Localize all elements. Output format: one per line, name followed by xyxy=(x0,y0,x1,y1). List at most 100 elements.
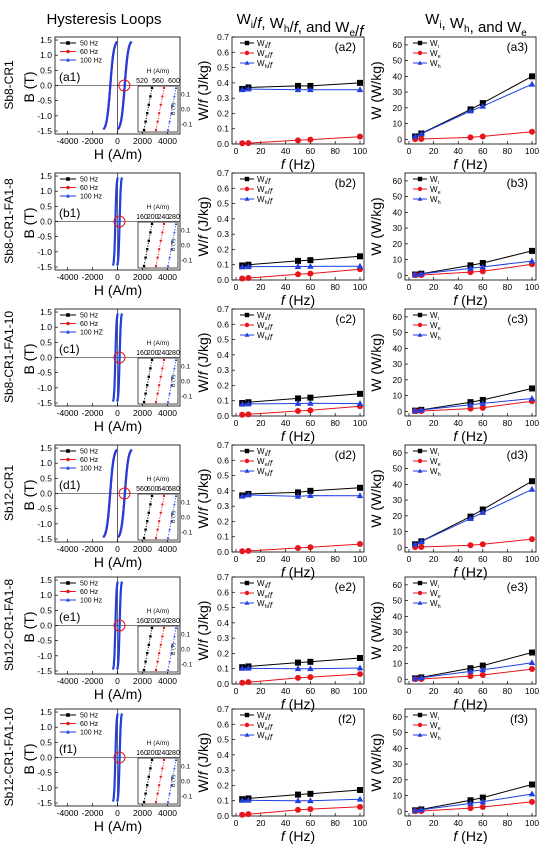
per-cycle-legend-label: We/f xyxy=(257,589,273,600)
inset-point xyxy=(146,520,149,523)
inset-point xyxy=(159,643,162,646)
power-ytick-label: 20 xyxy=(393,103,403,113)
per-cycle-ytick-label: 0.5 xyxy=(217,471,229,481)
per-cycle-point-we xyxy=(245,140,252,147)
power-frame xyxy=(404,708,537,817)
loop-ytick-label: -1.5 xyxy=(37,126,52,136)
power-xtick-label: 80 xyxy=(503,818,513,828)
power-xlabel: f (Hz) xyxy=(453,428,487,444)
row-2: Sb8-CR1-FA1-10-4000 -2000 0 2000 4000-1.5-1.… xyxy=(2,304,539,444)
power-legend-marker xyxy=(417,50,423,56)
loop-ytick-label: 1.0 xyxy=(40,590,52,600)
loop-ytick-label: 0.0 xyxy=(40,353,52,363)
header-hysteresis: Hysteresis Loops xyxy=(46,11,161,28)
inset-ytick-label: 0.1 xyxy=(181,764,190,771)
power-xtick-label: 20 xyxy=(429,418,439,428)
per-cycle-xtick-label: 20 xyxy=(256,146,266,156)
loop-xtick-label: 0 xyxy=(115,136,120,146)
loop-legend-marker xyxy=(66,57,70,62)
loop-ytick-label: -1.0 xyxy=(37,383,52,393)
per-cycle-ytick-label: 0.2 xyxy=(217,780,229,790)
power-legend-label: We xyxy=(430,721,441,732)
per-cycle-legend-marker xyxy=(244,590,250,596)
loop-ytick-label: 1.5 xyxy=(40,575,52,585)
inset-xtick-label: 680 xyxy=(168,486,180,493)
per-cycle-xtick-label: 80 xyxy=(330,146,340,156)
power-xlabel: f (Hz) xyxy=(453,828,487,844)
loop-xtick-label: 4000 xyxy=(158,544,177,554)
loop-ytick-label: 1.5 xyxy=(40,171,52,181)
inset-point xyxy=(149,95,152,98)
per-cycle-point-we xyxy=(239,548,246,555)
inset-xtick-label: 160 xyxy=(136,750,148,757)
loop-ytick-label: 1.5 xyxy=(40,35,52,45)
power-point-wh xyxy=(528,257,536,264)
per-cycle-xtick-label: 60 xyxy=(306,686,316,696)
per-cycle-point-we xyxy=(239,811,246,818)
power-point-wh xyxy=(528,659,536,666)
per-cycle-ytick-label: 0.5 xyxy=(217,199,229,209)
power-xtick-label: 0 xyxy=(407,146,412,156)
per-cycle-point-wi xyxy=(295,257,301,264)
loop-legend-label: 100 Hz xyxy=(80,730,103,737)
per-cycle-xtick-label: 40 xyxy=(281,818,291,828)
loop-ytick-label: 0.0 xyxy=(40,81,52,91)
per-cycle-xtick-label: 20 xyxy=(256,554,266,564)
per-cycle-ytick-label: 0.0 xyxy=(217,679,229,689)
power-ylabel: W (W/kg) xyxy=(368,333,384,391)
per-cycle-xlabel: f (Hz) xyxy=(281,292,315,308)
power-ytick-label: 10 xyxy=(393,255,403,265)
per-cycle-ytick-label: 0.6 xyxy=(217,183,229,193)
per-cycle-series-we xyxy=(242,405,361,416)
power-xtick-label: 100 xyxy=(525,418,539,428)
row-3: Sb12-CR1-4000 -2000 0 2000 4000-1.5-1.0-0.50… xyxy=(2,440,539,580)
power-ytick-label: 20 xyxy=(393,775,403,785)
inset-point xyxy=(149,231,152,234)
power-ytick-label: 60 xyxy=(393,580,403,590)
per-cycle-xtick-label: 60 xyxy=(306,282,316,292)
per-cycle-xtick-label: 100 xyxy=(353,146,367,156)
per-cycle-panel: 0 20 40 60 80 100 0.0 0.1 0.2 0.3 0.4 0.5 0.6 0.7 f (H… xyxy=(195,704,367,844)
loop-xtick-label: 0 xyxy=(115,408,120,418)
per-cycle-series-wh xyxy=(242,494,361,497)
per-cycle-xlabel: f (Hz) xyxy=(281,828,315,844)
inset-point xyxy=(174,358,178,361)
per-cycle-ytick-label: 0.6 xyxy=(217,319,229,329)
power-point-wh xyxy=(411,807,419,813)
power-point-wh xyxy=(467,799,474,806)
per-cycle-ytick-label: 0.6 xyxy=(217,455,229,465)
per-cycle-legend-label: Wi/f xyxy=(257,447,271,458)
per-cycle-ytick-label: 0.2 xyxy=(217,516,229,526)
power-xlabel: f (Hz) xyxy=(453,696,487,712)
power-panel-tag: (b3) xyxy=(507,176,528,190)
power-legend-marker xyxy=(417,176,423,182)
hysteresis-panel: -4000 -2000 0 2000 4000 -1.5 -1.0 -0.5 0.0 0.5 1.0… xyxy=(21,575,193,702)
per-cycle-ytick-label: 0.3 xyxy=(217,93,229,103)
power-point-wh xyxy=(418,270,425,277)
per-cycle-series-wh xyxy=(242,88,360,91)
power-legend-label: We xyxy=(430,321,441,332)
per-cycle-point-we xyxy=(245,411,252,418)
loop-xtick-label: -2000 xyxy=(82,808,104,818)
power-ytick-label: 50 xyxy=(393,728,403,738)
power-point-wh xyxy=(528,790,536,797)
loop-legend-label: 60 Hz xyxy=(80,721,99,728)
inset-xtick-label: 520 xyxy=(136,78,148,85)
power-legend-label: We xyxy=(430,49,441,60)
power-panel-tag: (f3) xyxy=(510,712,528,726)
plot-grid: Sb8-CR1-4000 -2000 0 2000 4000-1.5-1.0-0.50.… xyxy=(2,32,539,844)
loop-ytick-label: -0.5 xyxy=(37,636,52,646)
loop-xlabel: H (A/m) xyxy=(94,146,142,162)
per-cycle-ytick-label: 0.4 xyxy=(217,618,229,628)
per-cycle-point-wh xyxy=(356,492,364,499)
per-cycle-xlabel: f (Hz) xyxy=(281,428,315,444)
inset-point xyxy=(156,392,159,395)
per-cycle-series-wi xyxy=(242,255,361,266)
inset-point xyxy=(147,643,150,646)
power-point-wh xyxy=(528,80,536,87)
per-cycle-legend-label: Wi/f xyxy=(257,39,271,50)
per-cycle-point-wi xyxy=(357,787,363,794)
inset-xtick-label: 280 xyxy=(168,350,180,357)
loop-ylabel: B (T) xyxy=(21,743,37,774)
per-cycle-series-wi xyxy=(242,487,361,496)
